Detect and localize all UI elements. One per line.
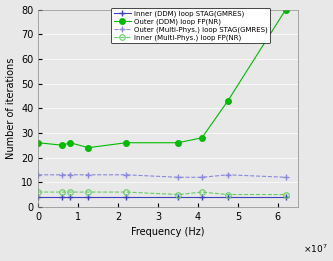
Inner (DDM) loop STAG(GMRES) — [36, 195, 40, 199]
Inner (Multi-Phys.) loop FP(NR) — [176, 193, 180, 196]
Outer (DDM) loop FP(NR) — [226, 99, 230, 102]
Outer (DDM) loop FP(NR) — [36, 141, 40, 144]
Inner (Multi-Phys.) loop FP(NR) — [60, 191, 64, 194]
Outer (DDM) loop FP(NR) — [200, 136, 204, 139]
Outer (Multi-Phys.) loop STAG(GMRES) — [60, 173, 64, 176]
Line: Inner (DDM) loop STAG(GMRES): Inner (DDM) loop STAG(GMRES) — [36, 194, 288, 200]
Outer (DDM) loop FP(NR) — [176, 141, 180, 144]
Line: Inner (Multi-Phys.) loop FP(NR): Inner (Multi-Phys.) loop FP(NR) — [36, 189, 288, 197]
Outer (Multi-Phys.) loop STAG(GMRES) — [284, 176, 288, 179]
Inner (DDM) loop STAG(GMRES) — [200, 195, 204, 199]
Inner (DDM) loop STAG(GMRES) — [60, 195, 64, 199]
Outer (DDM) loop FP(NR) — [60, 144, 64, 147]
Inner (Multi-Phys.) loop FP(NR) — [36, 191, 40, 194]
Line: Outer (Multi-Phys.) loop STAG(GMRES): Outer (Multi-Phys.) loop STAG(GMRES) — [36, 172, 288, 180]
Inner (Multi-Phys.) loop FP(NR) — [124, 191, 128, 194]
Inner (DDM) loop STAG(GMRES) — [284, 195, 288, 199]
Inner (Multi-Phys.) loop FP(NR) — [68, 191, 72, 194]
Line: Outer (DDM) loop FP(NR): Outer (DDM) loop FP(NR) — [36, 7, 288, 150]
Outer (Multi-Phys.) loop STAG(GMRES) — [36, 173, 40, 176]
Text: $\times10^7$: $\times10^7$ — [303, 242, 327, 255]
Outer (Multi-Phys.) loop STAG(GMRES) — [68, 173, 72, 176]
Outer (Multi-Phys.) loop STAG(GMRES) — [200, 176, 204, 179]
Inner (Multi-Phys.) loop FP(NR) — [86, 191, 90, 194]
Outer (Multi-Phys.) loop STAG(GMRES) — [86, 173, 90, 176]
Outer (Multi-Phys.) loop STAG(GMRES) — [226, 173, 230, 176]
Outer (DDM) loop FP(NR) — [124, 141, 128, 144]
Inner (DDM) loop STAG(GMRES) — [124, 195, 128, 199]
Inner (DDM) loop STAG(GMRES) — [176, 195, 180, 199]
Outer (DDM) loop FP(NR) — [68, 141, 72, 144]
Outer (Multi-Phys.) loop STAG(GMRES) — [176, 176, 180, 179]
Inner (Multi-Phys.) loop FP(NR) — [200, 191, 204, 194]
Inner (DDM) loop STAG(GMRES) — [86, 195, 90, 199]
Inner (DDM) loop STAG(GMRES) — [226, 195, 230, 199]
Inner (DDM) loop STAG(GMRES) — [68, 195, 72, 199]
Inner (Multi-Phys.) loop FP(NR) — [226, 193, 230, 196]
X-axis label: Frequency (Hz): Frequency (Hz) — [131, 227, 205, 237]
Y-axis label: Number of iterations: Number of iterations — [6, 57, 16, 159]
Outer (DDM) loop FP(NR) — [284, 8, 288, 11]
Inner (Multi-Phys.) loop FP(NR) — [284, 193, 288, 196]
Outer (Multi-Phys.) loop STAG(GMRES) — [124, 173, 128, 176]
Outer (DDM) loop FP(NR) — [86, 146, 90, 149]
Legend: Inner (DDM) loop STAG(GMRES), Outer (DDM) loop FP(NR), Outer (Multi-Phys.) loop : Inner (DDM) loop STAG(GMRES), Outer (DDM… — [111, 8, 270, 43]
